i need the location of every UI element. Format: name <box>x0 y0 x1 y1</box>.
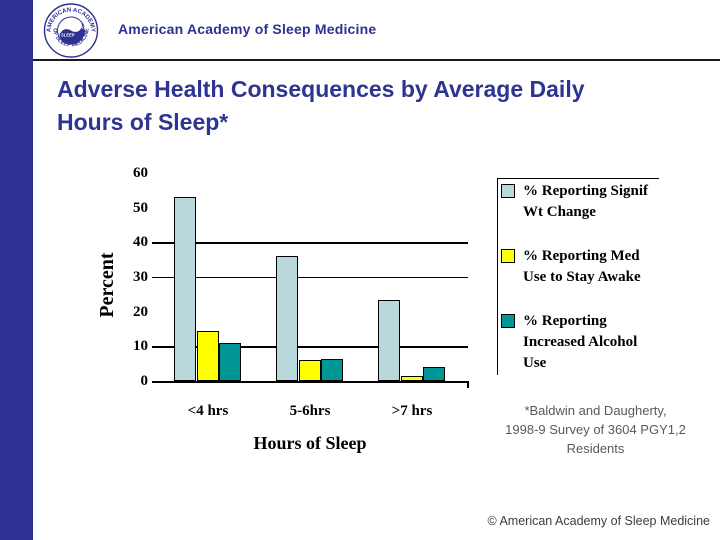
aasm-logo-icon: AMERICAN ACADEMY OF SLEEP MEDICINE WAKE … <box>43 3 99 58</box>
y-tick-label: 20 <box>133 303 148 320</box>
y-tick-label: 50 <box>133 199 148 216</box>
x-category-label: 5-6hrs <box>289 403 331 419</box>
y-tick-label: 0 <box>140 373 149 389</box>
bar-series0-cat0 <box>174 197 196 381</box>
left-accent-bar <box>0 0 33 540</box>
gridline-10 <box>152 346 468 348</box>
bar-series1-cat2 <box>400 375 423 381</box>
y-tick-label: 30 <box>133 269 148 285</box>
gridline-40 <box>152 242 468 244</box>
x-category-label: >7 hrs <box>391 403 433 419</box>
bar-series1-cat0 <box>196 330 219 381</box>
legend-border-top <box>497 178 659 180</box>
slide-title: Adverse Health Consequences by Average D… <box>57 76 585 135</box>
copyright-text: © American Academy of Sleep Medicine <box>487 514 710 528</box>
legend-label: % Reporting Med Use to Stay Awake <box>523 248 641 285</box>
logo-wake-text: WAKE <box>74 22 88 31</box>
bar-series2-cat0 <box>219 342 241 381</box>
bar-series0-cat2 <box>378 299 400 381</box>
y-tick-label: 60 <box>133 165 148 181</box>
legend-border-left <box>497 178 499 375</box>
legend-swatch-teal <box>501 314 515 328</box>
x-axis-line <box>152 381 469 383</box>
x-category-label: <4 hrs <box>187 403 229 419</box>
bar-series0-cat1 <box>276 256 298 381</box>
y-tick-label: 40 <box>133 234 148 251</box>
legend-swatch-light-blue <box>501 184 515 198</box>
legend-swatch-yellow <box>501 249 515 263</box>
bar-series2-cat2 <box>423 367 445 381</box>
bar-series1-cat1 <box>298 360 321 381</box>
source-footnote: *Baldwin and Daugherty, 1998-9 Survey of… <box>505 403 686 456</box>
bar-series2-cat1 <box>321 359 343 381</box>
header-org-name: American Academy of Sleep Medicine <box>118 21 377 37</box>
y-tick-label: 10 <box>133 338 148 355</box>
legend-label: % Reporting Increased Alcohol Use <box>523 313 638 371</box>
gridline-30 <box>152 277 468 279</box>
x-axis-title: Hours of Sleep <box>253 433 367 453</box>
legend-item-wt-change: % Reporting Signif Wt Change <box>501 181 716 223</box>
logo-sleep-pill <box>59 32 74 38</box>
logo-sleep-text: SLEEP <box>61 33 75 38</box>
legend-label: % Reporting Signif Wt Change <box>523 183 649 220</box>
legend-item-med-use: % Reporting Med Use to Stay Awake <box>501 246 716 288</box>
legend-item-alcohol-use: % Reporting Increased Alcohol Use <box>501 311 716 374</box>
x-axis-end-tick <box>467 381 469 388</box>
header-divider <box>33 59 720 61</box>
